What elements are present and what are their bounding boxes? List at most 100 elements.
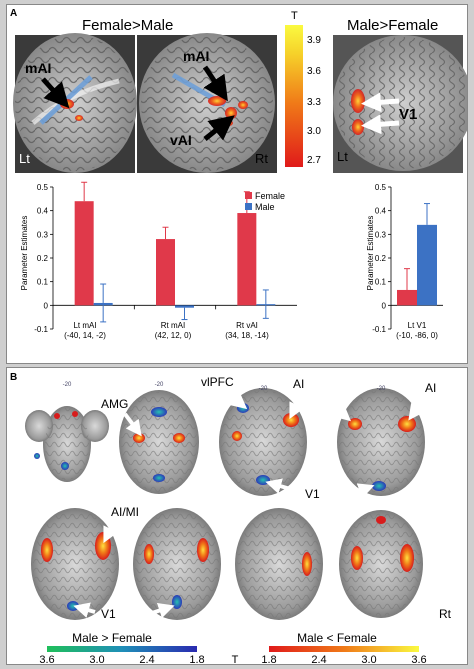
axial-slice-5: AI/MI V1	[31, 505, 139, 621]
panel-b: B -20 AMG -2	[6, 367, 468, 666]
cb-female-tick: 3.0	[361, 654, 376, 664]
activation-blob	[133, 433, 145, 443]
label-rt-b: Rt	[439, 607, 452, 621]
arrow-v1-upper	[361, 92, 400, 113]
slice-number: -20	[63, 382, 72, 388]
y-tick-label: 0.1	[37, 278, 49, 287]
activation-blob	[256, 475, 270, 485]
activation-blob	[173, 433, 185, 443]
activation-blob	[41, 538, 53, 562]
label-vlpfc: vlPFC	[201, 375, 234, 389]
category-label: Rt vAI	[236, 321, 258, 330]
colorbar-tick: 3.0	[307, 126, 321, 137]
activation-blob	[351, 546, 363, 570]
arrow-v1-right	[350, 483, 375, 499]
cb-t-label: T	[232, 654, 239, 664]
label-amg: AMG	[101, 397, 128, 411]
activation-blob	[75, 115, 83, 121]
activation-blob	[197, 538, 209, 562]
y-tick-label: 0.2	[375, 254, 387, 263]
bar-female	[74, 201, 94, 306]
female-male-title: Female>Male	[82, 17, 173, 34]
legend-female: Female	[255, 191, 285, 201]
arrow-ai-mi	[103, 523, 118, 544]
legend-swatch-female	[245, 192, 252, 199]
label-mai-right: mAI	[183, 48, 209, 64]
label-ai-mi: AI/MI	[111, 505, 139, 519]
panel-b-canvas: B -20 AMG -2	[10, 372, 452, 666]
activation-blob	[225, 107, 237, 119]
activation-blob	[61, 462, 69, 470]
y-tick-label: 0.5	[37, 183, 49, 192]
activation-blob	[172, 595, 182, 609]
brain-sagittal-right: mAI vAI Rt	[137, 33, 277, 173]
label-mai-left: mAI	[25, 60, 51, 76]
arrow-ai-1	[289, 399, 304, 420]
activation-blob	[352, 119, 364, 135]
label-v1-upper: V1	[305, 487, 320, 501]
cb-male-tick: 2.4	[139, 654, 154, 664]
bar-male	[417, 224, 437, 306]
colorbar-tick: 2.7	[307, 155, 321, 166]
activation-blob	[67, 601, 79, 611]
activation-blob	[376, 516, 386, 524]
colorbar-tick: 3.3	[307, 97, 321, 108]
activation-blob	[54, 413, 60, 419]
activation-blob	[348, 418, 362, 430]
label-lt-2: Lt	[337, 149, 348, 164]
y-tick-label: 0.5	[375, 183, 387, 192]
y-tick-label: -0.1	[372, 325, 386, 334]
label-rt: Rt	[255, 151, 268, 166]
arrow-v1-lower	[361, 114, 400, 135]
arrow-ai-2	[327, 400, 352, 422]
y-tick-label: -0.1	[34, 325, 48, 334]
panel-a-canvas: A Female>Male Male>Female mAI Lt	[10, 8, 473, 340]
y-tick-label: 0.4	[375, 207, 387, 216]
colorbar-tick: 3.9	[307, 35, 321, 46]
activation-blob	[151, 407, 167, 417]
label-ai-2: AI	[425, 381, 436, 395]
arrow-vlpfc	[227, 392, 248, 410]
cb-female-tick: 3.6	[411, 654, 426, 664]
bar-female	[156, 239, 175, 306]
category-coords: (-40, 14, -2)	[64, 331, 106, 340]
arrow-vai	[203, 115, 235, 141]
activation-blob	[238, 101, 248, 109]
activation-blob	[232, 431, 242, 441]
activation-blob	[208, 96, 226, 106]
slice-number: -20	[155, 382, 164, 388]
y-tick-label: 0.4	[37, 207, 49, 216]
arrow-v1-lower-2	[148, 602, 175, 619]
category-label: Rt mAI	[161, 321, 185, 330]
slice-number: -20	[259, 386, 268, 392]
label-vai: vAI	[170, 132, 192, 148]
y-tick-label: 0	[44, 301, 49, 310]
activation-blob	[372, 481, 386, 491]
axial-slice-8	[339, 510, 423, 618]
colorbar-tick: 3.6	[307, 66, 321, 77]
arrow-v1-upper	[265, 478, 302, 494]
axial-slice-4: AI -20	[327, 381, 436, 499]
activation-blob	[72, 411, 78, 417]
activation-blob	[60, 99, 74, 109]
category-label: Lt mAI	[73, 321, 96, 330]
arrow-v1-lower	[73, 602, 96, 618]
activation-blob	[400, 544, 414, 572]
axial-slice-3: vlPFC AI V1 -20	[201, 375, 320, 501]
axial-slice-6	[133, 508, 221, 620]
brain-occipital: V1 Lt	[333, 35, 473, 173]
activation-blob	[153, 474, 165, 482]
chart-left-legend: Female Male	[245, 191, 285, 212]
arrow-mai-left	[41, 77, 70, 109]
chart-left-ylabel: Parameter Estimates	[20, 216, 29, 291]
cb-female-title: Male < Female	[297, 631, 377, 645]
cb-male-tick: 1.8	[189, 654, 204, 664]
colorbar-female-male: Male < Female 1.8 2.4 3.0 3.6	[261, 631, 426, 666]
activation-blob	[144, 544, 154, 564]
colorbar-label: T	[291, 10, 298, 22]
category-label: Lt V1	[408, 321, 427, 330]
y-tick-label: 0.3	[37, 230, 49, 239]
activation-blob	[351, 89, 365, 113]
label-v1: V1	[399, 106, 417, 123]
male-female-title: Male>Female	[347, 17, 438, 34]
